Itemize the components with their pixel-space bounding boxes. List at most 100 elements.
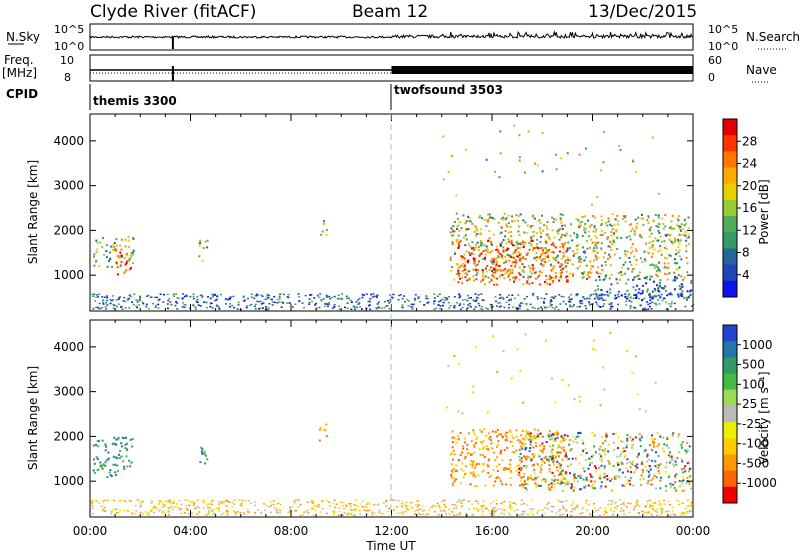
echo-cell bbox=[536, 435, 539, 438]
echo-cell bbox=[168, 501, 171, 504]
echo-cell bbox=[183, 306, 186, 308]
echo-cell bbox=[465, 238, 468, 241]
echo-cell bbox=[465, 228, 468, 231]
echo-cell bbox=[665, 247, 668, 250]
echo-cell bbox=[550, 505, 553, 507]
echo-cell bbox=[107, 451, 110, 454]
echo-cell bbox=[576, 248, 579, 251]
echo-cell bbox=[483, 218, 486, 221]
echo-cell bbox=[120, 254, 123, 257]
echo-cell bbox=[594, 348, 597, 351]
echo-cell bbox=[539, 256, 542, 259]
echo-cell bbox=[345, 297, 348, 300]
echo-cell bbox=[690, 510, 693, 512]
echo-cell bbox=[656, 445, 659, 448]
echo-cell bbox=[563, 254, 566, 257]
echo-cell bbox=[472, 430, 475, 433]
echo-cell bbox=[401, 500, 404, 503]
echo-cell bbox=[682, 479, 685, 482]
echo-cell bbox=[404, 504, 407, 507]
echo-cell bbox=[201, 452, 204, 455]
echo-cell bbox=[621, 502, 624, 505]
echo-cell bbox=[511, 261, 514, 264]
echo-cell bbox=[127, 239, 130, 242]
echo-cell bbox=[605, 435, 608, 438]
echo-cell bbox=[657, 287, 660, 290]
echo-cell bbox=[676, 268, 679, 271]
echo-cell bbox=[279, 503, 282, 506]
echo-cell bbox=[567, 300, 570, 303]
echo-cell bbox=[638, 297, 641, 300]
echo-cell bbox=[115, 443, 118, 446]
echo-cell bbox=[669, 254, 672, 257]
echo-cell bbox=[532, 224, 535, 227]
echo-cell bbox=[551, 256, 554, 259]
echo-cell bbox=[139, 506, 142, 508]
echo-cell bbox=[576, 267, 579, 270]
freq-trace bbox=[90, 66, 693, 81]
echo-cell bbox=[550, 304, 553, 306]
echo-cell bbox=[646, 301, 649, 303]
echo-cell bbox=[625, 446, 628, 449]
echo-cell bbox=[655, 303, 658, 305]
echo-cell bbox=[130, 251, 133, 254]
echo-cell bbox=[564, 451, 567, 454]
echo-cell bbox=[567, 241, 570, 244]
echo-cell bbox=[411, 501, 414, 504]
echo-cell bbox=[534, 435, 537, 438]
echo-cell bbox=[292, 306, 294, 308]
echo-cell bbox=[522, 256, 525, 259]
echo-cell bbox=[491, 217, 494, 219]
echo-cell bbox=[555, 512, 557, 515]
echo-cell bbox=[603, 467, 606, 470]
echo-cell bbox=[102, 508, 104, 511]
echo-cell bbox=[490, 242, 493, 245]
echo-cell bbox=[495, 259, 498, 261]
echo-cell bbox=[158, 502, 161, 504]
echo-cell bbox=[153, 511, 156, 514]
echo-cell bbox=[610, 302, 613, 304]
echo-cell bbox=[680, 275, 683, 278]
echo-cell bbox=[541, 460, 544, 463]
echo-cell bbox=[600, 215, 603, 218]
echo-cell bbox=[663, 450, 666, 453]
echo-cell bbox=[530, 511, 533, 513]
echo-cell bbox=[328, 295, 331, 298]
echo-cell bbox=[606, 290, 609, 293]
echo-cell bbox=[464, 512, 467, 515]
echo-cell bbox=[172, 293, 175, 295]
echo-cell bbox=[332, 503, 335, 505]
echo-cell bbox=[353, 306, 356, 308]
echo-cell bbox=[173, 506, 176, 508]
echo-cell bbox=[652, 445, 655, 448]
echo-cell bbox=[535, 483, 538, 486]
echo-cell bbox=[659, 479, 662, 482]
echo-cell bbox=[226, 509, 229, 512]
echo-cell bbox=[470, 247, 473, 250]
echo-cell bbox=[509, 430, 512, 433]
echo-cell bbox=[115, 299, 118, 301]
echo-cell bbox=[495, 509, 498, 512]
echo-cell bbox=[593, 434, 596, 437]
echo-cell bbox=[333, 295, 336, 298]
echo-cell bbox=[564, 483, 567, 486]
echo-cell bbox=[170, 304, 173, 306]
echo-cell bbox=[670, 301, 673, 303]
echo-cell bbox=[329, 505, 332, 507]
echo-cell bbox=[611, 228, 614, 231]
echo-cell bbox=[166, 307, 169, 309]
echo-cell bbox=[150, 500, 153, 503]
echo-cell bbox=[571, 239, 574, 242]
echo-cell bbox=[550, 296, 553, 299]
echo-cell bbox=[678, 433, 681, 436]
colorbar-swatch bbox=[723, 280, 737, 298]
echo-cell bbox=[553, 308, 556, 310]
echo-cell bbox=[593, 480, 596, 483]
echo-cell bbox=[536, 243, 539, 246]
echo-cell bbox=[293, 500, 296, 502]
echo-cell bbox=[526, 295, 528, 298]
echo-cell bbox=[629, 307, 632, 309]
echo-cell bbox=[231, 505, 234, 508]
echo-cell bbox=[481, 514, 484, 516]
echo-cell bbox=[603, 303, 606, 305]
